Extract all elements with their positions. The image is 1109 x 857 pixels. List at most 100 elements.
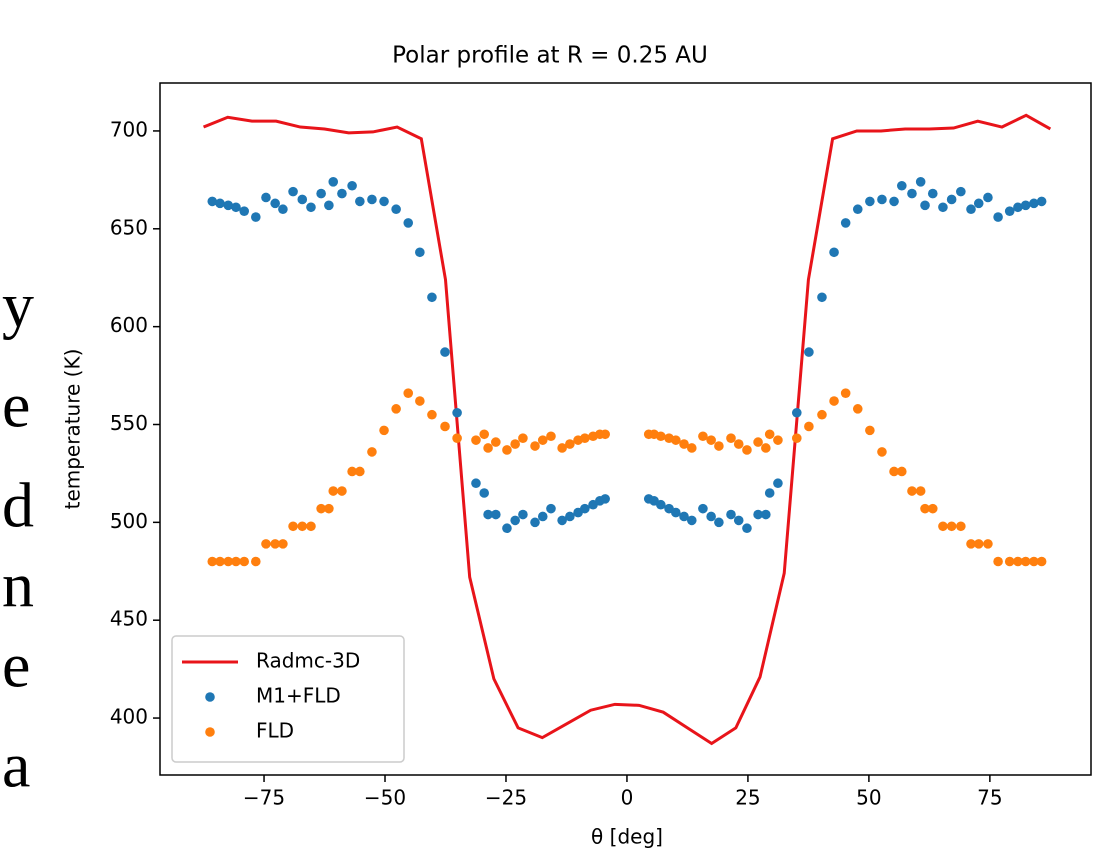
scatter-point — [337, 188, 347, 199]
scatter-point — [973, 198, 984, 209]
scatter-point — [671, 435, 681, 445]
scatter-point — [207, 196, 218, 207]
margin-text: e — [2, 630, 30, 701]
scatter-point — [956, 521, 966, 532]
scatter-point — [889, 466, 899, 477]
scatter-point — [297, 521, 308, 532]
scatter-point — [1013, 556, 1023, 567]
scatter-point — [546, 503, 556, 514]
scatter-point — [1004, 556, 1015, 567]
scatter-point — [993, 556, 1003, 567]
scatter-point — [367, 194, 377, 205]
scatter-point — [537, 511, 548, 522]
scatter-point — [565, 511, 575, 522]
scatter-point — [324, 503, 334, 514]
y-tick-label: 650 — [110, 215, 148, 239]
scatter-point — [452, 407, 462, 418]
scatter-point — [306, 202, 316, 213]
scatter-point — [761, 443, 771, 453]
scatter-point — [471, 478, 481, 489]
x-tick-label: 75 — [977, 786, 1002, 810]
chart-title: Polar profile at R = 0.25 AU — [392, 43, 708, 69]
scatter-point — [278, 539, 288, 549]
scatter-point — [483, 509, 493, 520]
legend-label: M1+FLD — [256, 684, 341, 708]
scatter-point — [817, 292, 827, 303]
scatter-point — [403, 388, 414, 398]
scatter-point — [983, 192, 993, 203]
scatter-point — [1020, 556, 1031, 567]
scatter-point — [753, 437, 763, 447]
scatter-point — [479, 488, 490, 498]
scatter-point — [306, 521, 316, 532]
scatter-point — [865, 196, 875, 207]
scatter-point — [239, 556, 249, 567]
scatter-point — [223, 556, 234, 567]
scatter-point — [288, 521, 298, 532]
scatter-point — [773, 435, 783, 445]
line-series — [202, 113, 1052, 746]
legend-label: FLD — [256, 719, 294, 743]
scatter-point — [656, 431, 666, 442]
scatter-point — [852, 204, 863, 215]
legend-marker — [205, 692, 215, 702]
scatter-point — [270, 198, 280, 209]
scatter-point — [764, 429, 775, 440]
scatter-point — [479, 429, 490, 440]
legend-label: Radmc-3D — [256, 649, 360, 673]
scatter-point — [270, 539, 280, 549]
scatter-point — [491, 509, 501, 520]
y-tick-label: 500 — [110, 509, 148, 533]
scatter-point — [440, 421, 450, 432]
x-tick-label: −50 — [364, 786, 406, 810]
scatter-point — [927, 503, 938, 514]
x-tick-label: 50 — [856, 786, 881, 810]
scatter-point — [580, 433, 590, 443]
scatter-point — [1013, 202, 1023, 213]
scatter-point — [791, 433, 802, 443]
scatter-point — [355, 466, 365, 477]
scatter-point — [840, 218, 851, 228]
scatter-point — [415, 247, 425, 258]
scatter-point — [993, 212, 1003, 222]
scatter-point — [324, 200, 334, 211]
scatter-point — [698, 431, 708, 442]
scatter-point — [491, 437, 501, 447]
y-tick-label: 400 — [110, 705, 148, 729]
scatter-point — [215, 556, 225, 567]
scatter-point — [966, 539, 976, 549]
scatter-point — [207, 556, 218, 567]
scatter-point — [915, 177, 926, 187]
scatter-point — [427, 292, 437, 303]
scatter-point — [337, 486, 347, 496]
scatter-point — [546, 431, 556, 442]
plot-frame — [159, 82, 1092, 776]
scatter-point — [804, 347, 814, 357]
scatter-point — [726, 509, 736, 520]
scatter-point — [251, 556, 261, 567]
scatter-point — [983, 539, 993, 549]
scatter-point — [764, 488, 775, 498]
x-tick-label: 0 — [621, 786, 634, 810]
scatter-point — [656, 499, 666, 510]
scatter-point — [261, 192, 271, 203]
scatter-point — [391, 204, 401, 215]
scatter-point — [877, 447, 887, 457]
scatter-point — [938, 202, 948, 213]
y-tick-label: 550 — [110, 411, 148, 435]
scatter-point — [671, 507, 681, 518]
legend-marker — [205, 727, 215, 737]
scatter-point — [706, 511, 716, 522]
scatter-point — [600, 494, 610, 504]
scatter-point — [347, 466, 357, 477]
scatter-point — [753, 509, 763, 520]
scatter-point — [804, 421, 814, 432]
scatter-point — [483, 443, 493, 453]
scatter-point — [686, 443, 697, 453]
scatter-point — [427, 409, 437, 420]
scatter-point — [896, 466, 907, 477]
scatter-point — [773, 478, 783, 489]
scatter-point — [231, 556, 241, 567]
